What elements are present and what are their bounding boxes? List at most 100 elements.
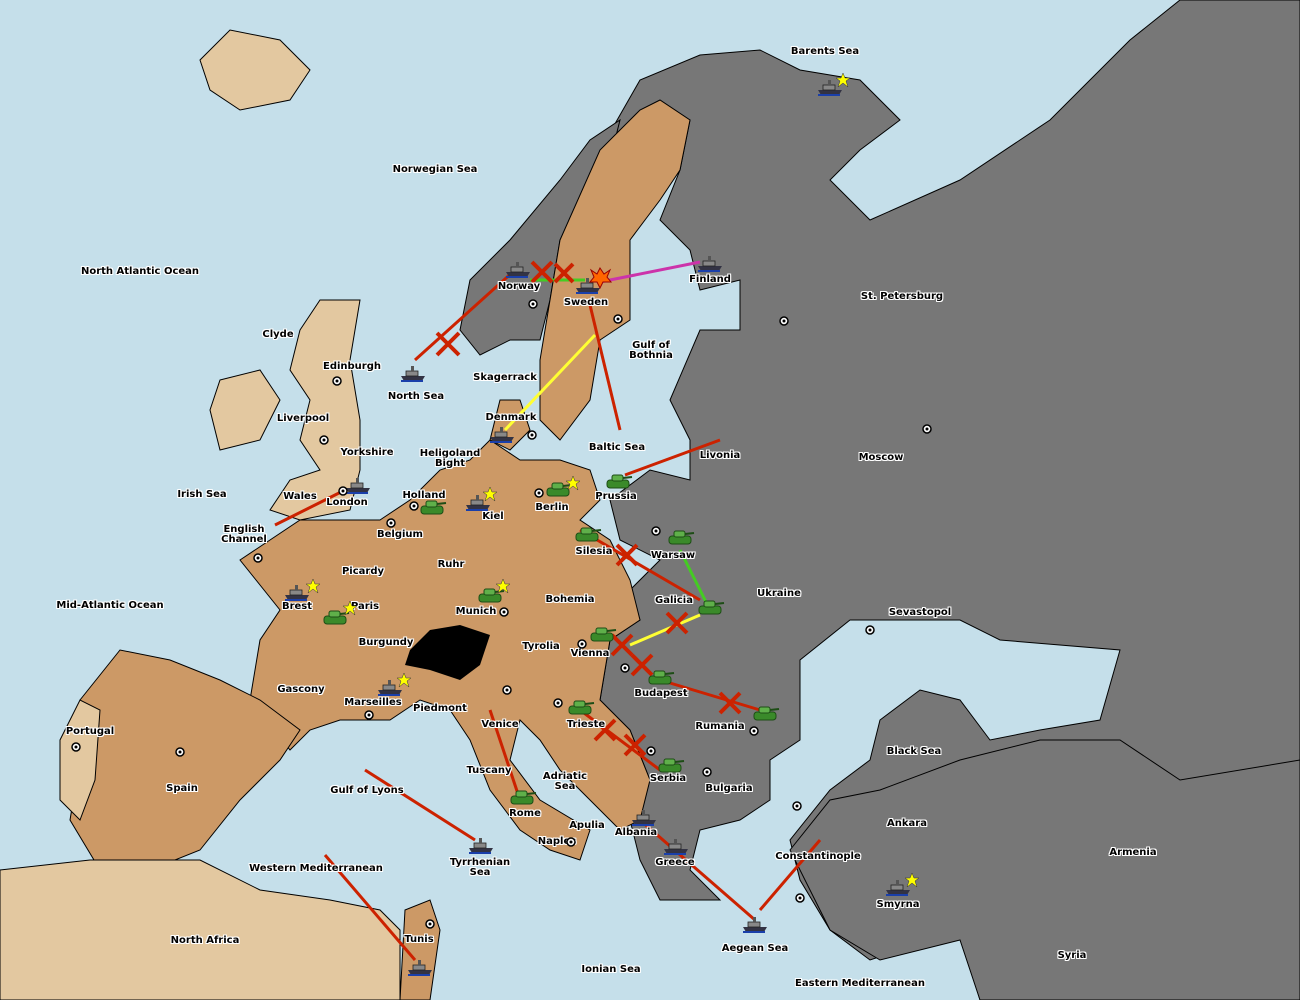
- order-arrow-failed: [624, 438, 721, 477]
- region-iceland: [199, 29, 311, 111]
- label-barents-sea: Barents Sea: [790, 46, 860, 57]
- label-baltic-sea: Baltic Sea: [588, 442, 646, 453]
- cross-mark: [553, 262, 575, 284]
- region-portugal: [59, 699, 101, 821]
- label-yorkshire: Yorkshire: [340, 447, 394, 458]
- label-paris: Paris: [350, 601, 380, 612]
- order-arrow-failed: [274, 488, 346, 527]
- cross-mark: [623, 733, 647, 757]
- label-serbia: Serbia: [649, 773, 687, 784]
- label-irish-sea: Irish Sea: [177, 489, 227, 500]
- label-berlin: Berlin: [535, 502, 569, 513]
- label-gascony: Gascony: [277, 684, 325, 695]
- label-livonia: Livonia: [699, 450, 741, 461]
- label-heligoland-bight: Heligoland Bight: [419, 448, 481, 469]
- label-galicia: Galicia: [655, 595, 693, 606]
- label-wales: Wales: [283, 491, 317, 502]
- order-arrow-failed: [639, 818, 756, 922]
- label-marseilles: Marseilles: [344, 697, 402, 708]
- cross-mark: [593, 718, 617, 742]
- label-prussia: Prussia: [595, 491, 637, 502]
- order-arrow-failed: [323, 854, 417, 961]
- label-mid-atlantic: Mid-Atlantic Ocean: [56, 600, 164, 611]
- label-st-petersburg: St. Petersburg: [860, 291, 944, 302]
- label-black-sea: Black Sea: [886, 746, 942, 757]
- order-arrow-failed: [659, 678, 761, 712]
- label-silesia: Silesia: [575, 546, 613, 557]
- label-tyrrhenian-sea: Tyrrhenian Sea: [449, 857, 511, 878]
- label-norwegian-sea: Norwegian Sea: [392, 164, 478, 175]
- order-arrow-failed: [588, 304, 622, 431]
- label-london: London: [326, 497, 368, 508]
- label-ankara: Ankara: [887, 818, 927, 829]
- order-arrow-failed: [488, 709, 522, 801]
- region-ireland: [209, 369, 281, 451]
- order-arrows: [274, 260, 822, 961]
- label-aegean-sea: Aegean Sea: [721, 943, 789, 954]
- label-adriatic-sea: Adriatic Sea: [542, 771, 588, 792]
- label-bulgaria: Bulgaria: [705, 783, 753, 794]
- order-arrow-failed: [758, 839, 822, 911]
- label-english-channel: English Channel: [221, 524, 267, 545]
- label-budapest: Budapest: [634, 688, 688, 699]
- label-apulia: Apulia: [569, 820, 605, 831]
- label-rumania: Rumania: [695, 721, 745, 732]
- label-bohemia: Bohemia: [545, 594, 595, 605]
- label-ukraine: Ukraine: [757, 588, 801, 599]
- label-venice: Venice: [481, 719, 519, 730]
- label-warsaw: Warsaw: [650, 550, 696, 561]
- label-gulf-of-lyons: Gulf of Lyons: [330, 785, 404, 796]
- label-smyrna: Smyrna: [876, 899, 920, 910]
- cross-mark: [615, 543, 639, 567]
- label-constantinople: Constantinople: [775, 851, 861, 862]
- label-picardy: Picardy: [341, 566, 385, 577]
- label-liverpool: Liverpool: [276, 413, 330, 424]
- label-piedmont: Piedmont: [413, 703, 467, 714]
- region-turkey: [789, 739, 1300, 1000]
- label-greece: Greece: [655, 857, 695, 868]
- label-gulf-of-bothnia: Gulf of Bothnia: [629, 340, 673, 361]
- label-north-sea: North Sea: [387, 391, 445, 402]
- order-arrow-support: [503, 333, 597, 432]
- label-albania: Albania: [614, 827, 658, 838]
- region-switzerland: [405, 625, 490, 680]
- label-sevastopol: Sevastopol: [888, 607, 952, 618]
- label-tuscany: Tuscany: [466, 765, 512, 776]
- label-western-mediterranean: Western Mediterranean: [249, 863, 383, 874]
- region-spain: [69, 649, 301, 871]
- label-finland: Finland: [689, 274, 731, 285]
- label-rome: Rome: [509, 808, 541, 819]
- label-edinburgh: Edinburgh: [322, 361, 382, 372]
- label-trieste: Trieste: [566, 719, 606, 730]
- label-munich: Munich: [455, 606, 497, 617]
- label-holland: Holland: [402, 490, 446, 501]
- label-tyrolia: Tyrolia: [522, 641, 560, 652]
- label-eastern-mediterranean: Eastern Mediterranean: [795, 978, 925, 989]
- label-denmark: Denmark: [485, 412, 537, 423]
- label-burgundy: Burgundy: [358, 637, 414, 648]
- label-ruhr: Ruhr: [437, 559, 465, 570]
- cross-mark: [665, 611, 689, 635]
- label-belgium: Belgium: [377, 529, 423, 540]
- label-naples: Naples: [537, 836, 577, 847]
- cross-mark: [435, 331, 461, 357]
- label-syria: Syria: [1057, 950, 1087, 961]
- label-north-atlantic: North Atlantic Ocean: [80, 266, 200, 277]
- label-norway: Norway: [497, 281, 541, 292]
- label-moscow: Moscow: [858, 452, 904, 463]
- label-skagerrack: Skagerrack: [473, 372, 537, 383]
- cross-mark: [718, 691, 742, 715]
- order-arrow-support: [629, 613, 701, 647]
- label-vienna: Vienna: [570, 648, 610, 659]
- label-spain: Spain: [166, 783, 198, 794]
- order-arrow-failed: [364, 768, 476, 842]
- label-north-africa: North Africa: [170, 935, 240, 946]
- label-kiel: Kiel: [482, 511, 504, 522]
- cross-mark: [530, 260, 554, 284]
- label-armenia: Armenia: [1109, 847, 1157, 858]
- order-arrow-failed: [413, 268, 517, 362]
- region-north-africa: [0, 859, 401, 1000]
- label-ionian-sea: Ionian Sea: [581, 964, 641, 975]
- label-brest: Brest: [281, 601, 313, 612]
